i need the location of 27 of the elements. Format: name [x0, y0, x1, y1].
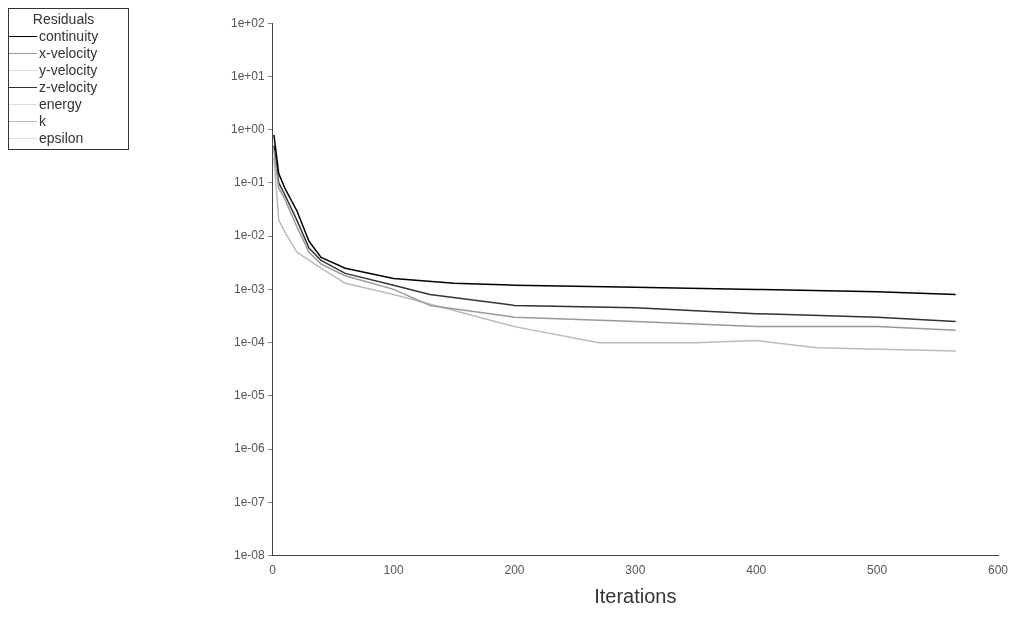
- x-tick-label: 600: [987, 563, 1009, 578]
- y-tick-label: 1e-01: [234, 175, 266, 190]
- y-tick-label: 1e-07: [234, 494, 266, 509]
- x-tick-label: 400: [746, 563, 767, 578]
- legend-label: k: [39, 113, 46, 130]
- x-tick-label: 100: [383, 563, 404, 578]
- y-tick-label: 1e-05: [234, 388, 266, 403]
- y-tick-label: 1e-06: [234, 441, 266, 456]
- y-tick-label: 1e-04: [234, 334, 266, 349]
- y-tick-label: 1e-08: [234, 547, 266, 562]
- y-tick-label: 1e+02: [231, 15, 266, 30]
- x-tick-label: 500: [867, 563, 888, 578]
- legend-label: epsilon: [39, 130, 84, 147]
- legend-label: energy: [39, 96, 82, 113]
- y-tick-label: 1e+01: [231, 68, 266, 83]
- legend-title: Residuals: [31, 11, 96, 28]
- legend-label: continuity: [39, 28, 99, 45]
- legend-label: y-velocity: [39, 62, 98, 79]
- x-tick-label: 300: [625, 563, 646, 578]
- y-tick-label: 1e-02: [234, 228, 266, 243]
- x-tick-label: 200: [504, 563, 525, 578]
- legend-label: z-velocity: [39, 79, 98, 96]
- legend-label: x-velocity: [39, 45, 98, 62]
- y-tick-label: 1e-03: [234, 281, 266, 296]
- x-axis-title: Iterations: [594, 584, 677, 607]
- y-tick-label: 1e+00: [231, 121, 266, 136]
- x-tick-label: 0: [269, 563, 277, 578]
